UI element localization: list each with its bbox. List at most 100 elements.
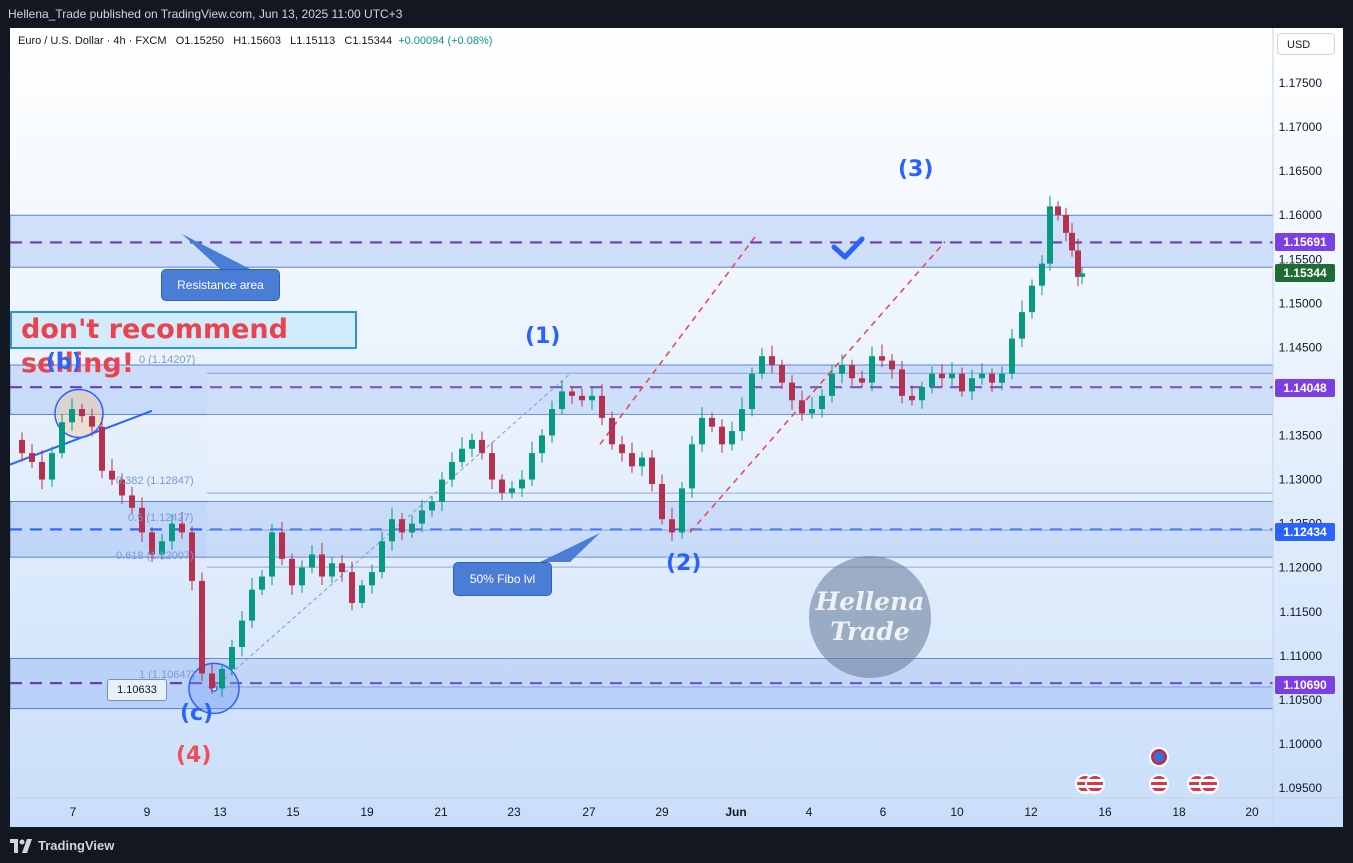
candle-body <box>1047 206 1053 264</box>
candle-body <box>289 558 295 586</box>
price-tick-label: 1.10500 <box>1279 693 1323 707</box>
badge-support-mid: 1.14048 <box>1275 379 1335 397</box>
candle-body <box>659 483 665 520</box>
candle-body <box>89 416 95 427</box>
legend-low: 1.15113 <box>296 35 336 47</box>
candle-body <box>969 378 975 392</box>
candle-body <box>769 356 775 365</box>
zone-resistance <box>10 214 1274 268</box>
date-tick-label: 20 <box>1245 805 1259 819</box>
wave-label-c: (c) <box>180 701 214 726</box>
candle-body <box>129 495 135 508</box>
candle-body <box>669 519 675 533</box>
candle-body <box>29 453 35 462</box>
candle-body <box>69 409 75 423</box>
candle-body <box>1075 250 1081 277</box>
candle-body <box>879 356 885 361</box>
candle-body <box>549 409 555 436</box>
warning-banner: don't recommend selling! <box>10 311 357 379</box>
price-tick-label: 1.16500 <box>1279 164 1323 178</box>
candle-body <box>229 647 235 670</box>
candle-body <box>1019 312 1025 339</box>
chart-frame[interactable]: 1.17500 1.17000 1.16500 1.16000 1.15500 1.150… <box>10 28 1343 827</box>
price-tick-label: 1.16000 <box>1279 208 1323 222</box>
candle-body <box>919 387 925 401</box>
legend-open-label: O <box>175 35 185 47</box>
legend-close: 1.15344 <box>352 35 393 47</box>
date-tick-label: 13 <box>213 805 227 819</box>
candle-body <box>609 417 615 445</box>
candle-body <box>689 444 695 489</box>
candle-body <box>959 373 965 392</box>
candle-body <box>779 365 785 383</box>
candle-body <box>369 572 375 586</box>
date-tick-label: 23 <box>507 805 521 819</box>
fib-diagonal <box>213 373 571 689</box>
event-flag-icon[interactable] <box>1149 747 1169 767</box>
wave-label-b: (b) <box>46 350 82 375</box>
candle-body <box>349 572 355 603</box>
candle-body <box>389 519 395 542</box>
price-tick-label: 1.15000 <box>1279 296 1323 310</box>
candle-body <box>279 532 285 559</box>
candle-body <box>359 585 365 603</box>
price-tick-label: 1.15500 <box>1279 252 1323 266</box>
resistance-callout-pointer <box>182 234 250 269</box>
watermark-logo: Hellena Trade <box>809 556 931 678</box>
candle-body <box>1079 273 1085 277</box>
candle-body <box>629 453 635 467</box>
resistance-callout: Resistance area <box>161 269 280 301</box>
legend-low-label: L <box>290 35 297 47</box>
candle-body <box>1029 285 1035 313</box>
date-tick-label: 4 <box>806 805 813 819</box>
fibo-callout: 50% Fibo lvl <box>453 562 552 596</box>
candle-body <box>749 373 755 410</box>
legend-open: 1.15250 <box>184 35 225 47</box>
candle-body <box>529 453 535 480</box>
candle-body <box>149 532 155 555</box>
date-tick-label: 29 <box>655 805 669 819</box>
candle-body <box>469 439 475 449</box>
candle-body <box>889 360 895 370</box>
legend-symbol: Euro / U.S. Dollar · 4h · FXCM <box>18 35 167 47</box>
candle-body <box>699 417 705 445</box>
candle-body <box>519 479 525 489</box>
candle-body <box>329 563 335 577</box>
price-tick-label: 1.10000 <box>1279 737 1323 751</box>
wave-label-3: (3) <box>898 157 934 182</box>
candle-body <box>869 356 875 383</box>
candle-body <box>759 356 765 374</box>
legend-high: 1.15603 <box>241 35 281 47</box>
price-tag: 1.10633 <box>107 679 167 701</box>
badge-current-price: 1.15344 <box>1275 264 1335 282</box>
candle-body <box>239 620 245 647</box>
chart-canvas[interactable]: 1.17500 1.17000 1.16500 1.16000 1.15500 1.150… <box>10 28 1343 827</box>
candle-body <box>1069 232 1075 251</box>
candle-body <box>209 673 215 689</box>
candle-body <box>199 580 205 674</box>
candle-body <box>829 373 835 396</box>
price-tick-label: 1.13000 <box>1279 473 1323 487</box>
candle-body <box>859 378 865 383</box>
candle-body <box>479 439 485 454</box>
badge-fibo-mid: 1.12434 <box>1275 523 1335 541</box>
date-tick-label: 19 <box>360 805 374 819</box>
candle-body <box>619 444 625 454</box>
candle-body <box>909 395 915 401</box>
date-tick-label: 10 <box>950 805 964 819</box>
candle-body <box>409 523 415 533</box>
candle-body <box>789 382 795 401</box>
wave-label-2: (2) <box>666 551 702 576</box>
currency-button[interactable]: USD <box>1277 33 1335 55</box>
candle-body <box>109 470 115 480</box>
event-flag-icon[interactable] <box>1199 774 1219 794</box>
price-tick-label: 1.11500 <box>1280 605 1323 619</box>
event-flag-icon[interactable] <box>1149 774 1169 794</box>
price-tick-label: 1.11000 <box>1280 649 1323 663</box>
candle-body <box>119 479 125 496</box>
event-flag-icon[interactable] <box>1085 774 1105 794</box>
tradingview-logo[interactable]: TradingView <box>10 828 114 863</box>
candle-body <box>59 422 65 454</box>
price-tick-label: 1.14500 <box>1279 340 1323 354</box>
candle-body <box>419 510 425 524</box>
